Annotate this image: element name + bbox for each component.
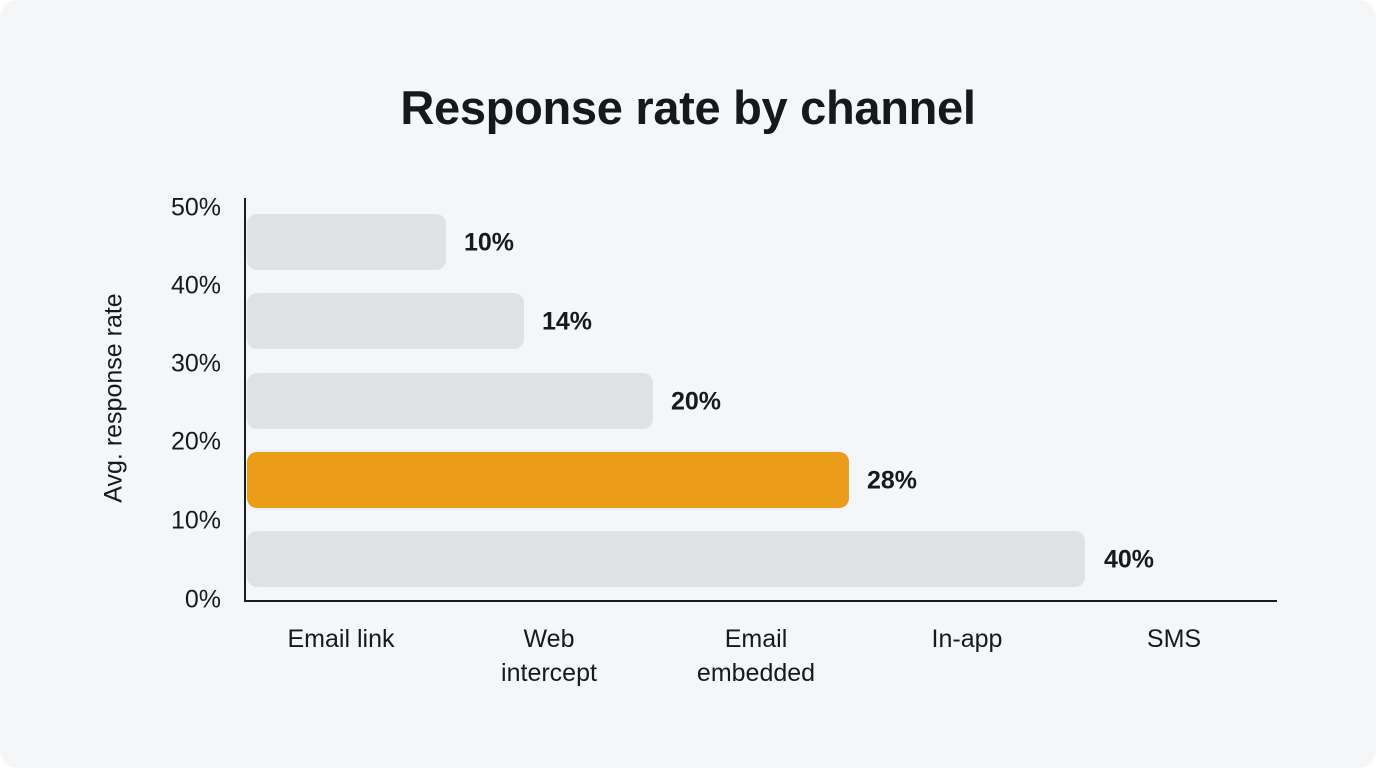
x-tick-sms: SMS bbox=[1074, 622, 1274, 656]
y-tick: 50% bbox=[170, 193, 221, 222]
bar-value-label: 14% bbox=[542, 307, 593, 336]
x-tick-line: Web bbox=[523, 625, 575, 653]
bar-value-label: 28% bbox=[867, 466, 918, 495]
y-tick: 0% bbox=[184, 585, 221, 614]
x-tick-email-link: Email link bbox=[241, 622, 441, 656]
y-tick: 40% bbox=[170, 271, 221, 300]
x-axis-line bbox=[244, 600, 1277, 602]
x-tick-line: Email bbox=[724, 625, 788, 653]
x-tick-line: intercept bbox=[501, 659, 597, 687]
y-tick: 30% bbox=[170, 349, 221, 378]
bar-value-label: 20% bbox=[671, 387, 722, 416]
y-axis-label: Avg. response rate bbox=[99, 293, 128, 503]
x-tick-in-app: In-app bbox=[867, 622, 1067, 656]
chart-title: Response rate by channel bbox=[400, 81, 976, 134]
x-tick-email-embedded: Email embedded bbox=[656, 622, 856, 690]
x-tick-line: embedded bbox=[696, 659, 816, 687]
x-tick-web-intercept: Web intercept bbox=[449, 622, 649, 690]
bar-email-link bbox=[247, 214, 446, 270]
y-axis-line bbox=[244, 198, 246, 602]
y-tick: 20% bbox=[170, 427, 221, 456]
bar-value-label: 40% bbox=[1104, 545, 1155, 574]
x-tick-line: Email link bbox=[287, 625, 395, 653]
x-tick-line: In-app bbox=[931, 625, 1003, 653]
y-tick: 10% bbox=[170, 506, 221, 535]
bar-sms bbox=[247, 531, 1085, 587]
bar-web-intercept bbox=[247, 293, 524, 349]
x-tick-line: SMS bbox=[1146, 625, 1202, 653]
bar-in-app bbox=[247, 452, 849, 508]
bar-value-label: 10% bbox=[464, 228, 515, 257]
bar-email-embedded bbox=[247, 373, 653, 429]
